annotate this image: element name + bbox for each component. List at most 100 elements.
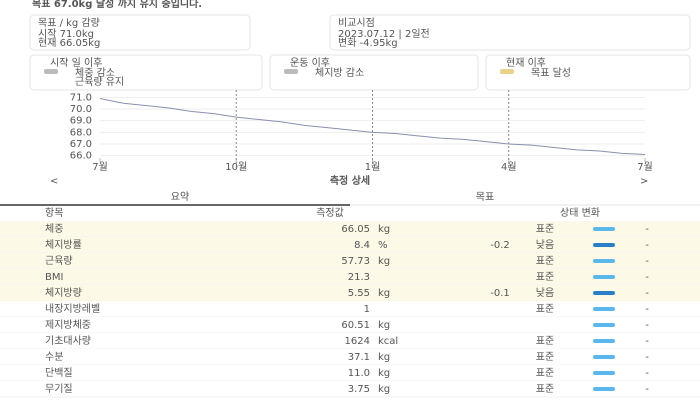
table-row (0, 269, 700, 285)
table-row (0, 365, 700, 381)
card-icon (44, 69, 58, 74)
info-card (485, 54, 691, 91)
table-row (0, 285, 700, 301)
card-title: 목표 / kg 감량 (38, 17, 100, 29)
card-line: 변화 -4.95kg (338, 37, 398, 49)
status-bar (593, 355, 615, 359)
table-row (0, 301, 700, 317)
row-trend: - (645, 288, 649, 299)
x-tick-label: 7월 (637, 161, 653, 173)
row-value: 60.51 (341, 320, 370, 331)
info-card (29, 54, 263, 91)
row-unit: kcal (378, 336, 398, 347)
card-line: 2023.07.12 | 2일전 (338, 28, 430, 40)
column-header: 측정값 (316, 207, 344, 219)
tab[interactable]: 목표 (476, 191, 494, 203)
row-name: 체지방률 (45, 239, 82, 251)
y-tick-label: 69.0 (70, 116, 92, 127)
row-name: 근육량 (45, 255, 73, 267)
row-trend: - (645, 336, 649, 347)
card-title: 시작 일 이후 (50, 57, 102, 69)
x-tick-label: 7월 (92, 161, 108, 173)
row-value: 5.55 (348, 288, 370, 299)
status-bar (593, 243, 615, 247)
y-tick-label: 67.0 (70, 139, 92, 150)
status-bar (593, 227, 615, 231)
status-bar (593, 291, 615, 295)
table-row (0, 381, 700, 397)
row-level: 표준 (536, 303, 554, 315)
row-name: 체중 (45, 223, 63, 235)
row-trend: - (645, 352, 649, 363)
y-tick-label: 71.0 (70, 92, 92, 103)
summary-card (29, 14, 251, 51)
card-line: 체중 감소 (75, 67, 115, 79)
row-trend: - (645, 256, 649, 267)
card-line: 체지방 감소 (315, 67, 364, 79)
row-trend: - (645, 224, 649, 235)
row-name: BMI (45, 272, 63, 283)
row-level: 표준 (536, 367, 554, 379)
row-value: 1 (364, 304, 370, 315)
next-button[interactable]: > (640, 176, 648, 187)
row-name: 내장지방레벨 (45, 303, 100, 315)
card-title: 운동 이후 (290, 57, 330, 69)
status-bar (593, 275, 615, 279)
row-level: 낮음 (536, 287, 554, 299)
summary-card (329, 14, 691, 51)
row-unit: kg (378, 384, 390, 395)
row-change: -0.1 (490, 288, 510, 299)
row-unit: kg (378, 320, 390, 331)
page-title: 목표 67.0kg 달성 까지 유지 중입니다. (32, 0, 202, 10)
trend-line (99, 98, 646, 155)
card-line: 현재 66.05kg (38, 37, 100, 49)
row-unit: kg (378, 368, 390, 379)
table-row (0, 317, 700, 333)
status-bar (593, 339, 615, 343)
card-title: 현재 이후 (506, 57, 546, 69)
row-value: 8.4 (354, 240, 370, 251)
row-level: 낮음 (536, 239, 554, 251)
status-bar (593, 307, 615, 311)
card-line: 목표 달성 (531, 67, 571, 79)
table-row (0, 253, 700, 269)
card-line: 시작 71.0kg (38, 28, 94, 40)
row-level: 표준 (536, 383, 554, 395)
status-bar (593, 387, 615, 391)
column-header: 항목 (45, 207, 63, 219)
row-name: 체지방량 (45, 287, 82, 299)
y-tick-label: 66.0 (70, 151, 92, 162)
card-icon (500, 69, 514, 74)
status-bar (593, 259, 615, 263)
row-name: 기초대사량 (45, 335, 91, 347)
row-unit: kg (378, 352, 390, 363)
status-bar (593, 323, 615, 327)
card-title: 비교시점 (338, 17, 375, 29)
y-tick-label: 70.0 (70, 104, 92, 115)
row-level: 표준 (536, 255, 554, 267)
row-trend: - (645, 240, 649, 251)
row-level: 표준 (536, 271, 554, 283)
row-unit: % (378, 240, 388, 251)
row-name: 단백질 (45, 367, 73, 379)
tab[interactable]: 요약 (171, 191, 189, 203)
row-unit: kg (378, 224, 390, 235)
row-trend: - (645, 320, 649, 331)
row-value: 66.05 (341, 224, 370, 235)
row-value: 21.3 (348, 272, 370, 283)
row-unit: kg (378, 256, 390, 267)
nav-title: 측정 상세 (330, 174, 370, 187)
prev-button[interactable]: < (50, 176, 58, 187)
row-trend: - (645, 384, 649, 395)
row-change: -0.2 (490, 240, 510, 251)
y-tick-label: 68.0 (70, 127, 92, 138)
row-trend: - (645, 304, 649, 315)
card-line: 근육량 유지 (75, 76, 124, 88)
row-trend: - (645, 272, 649, 283)
table-row (0, 221, 700, 237)
row-value: 37.1 (348, 352, 370, 363)
row-name: 무기질 (45, 383, 73, 395)
table-row (0, 237, 700, 253)
card-icon (284, 69, 298, 74)
